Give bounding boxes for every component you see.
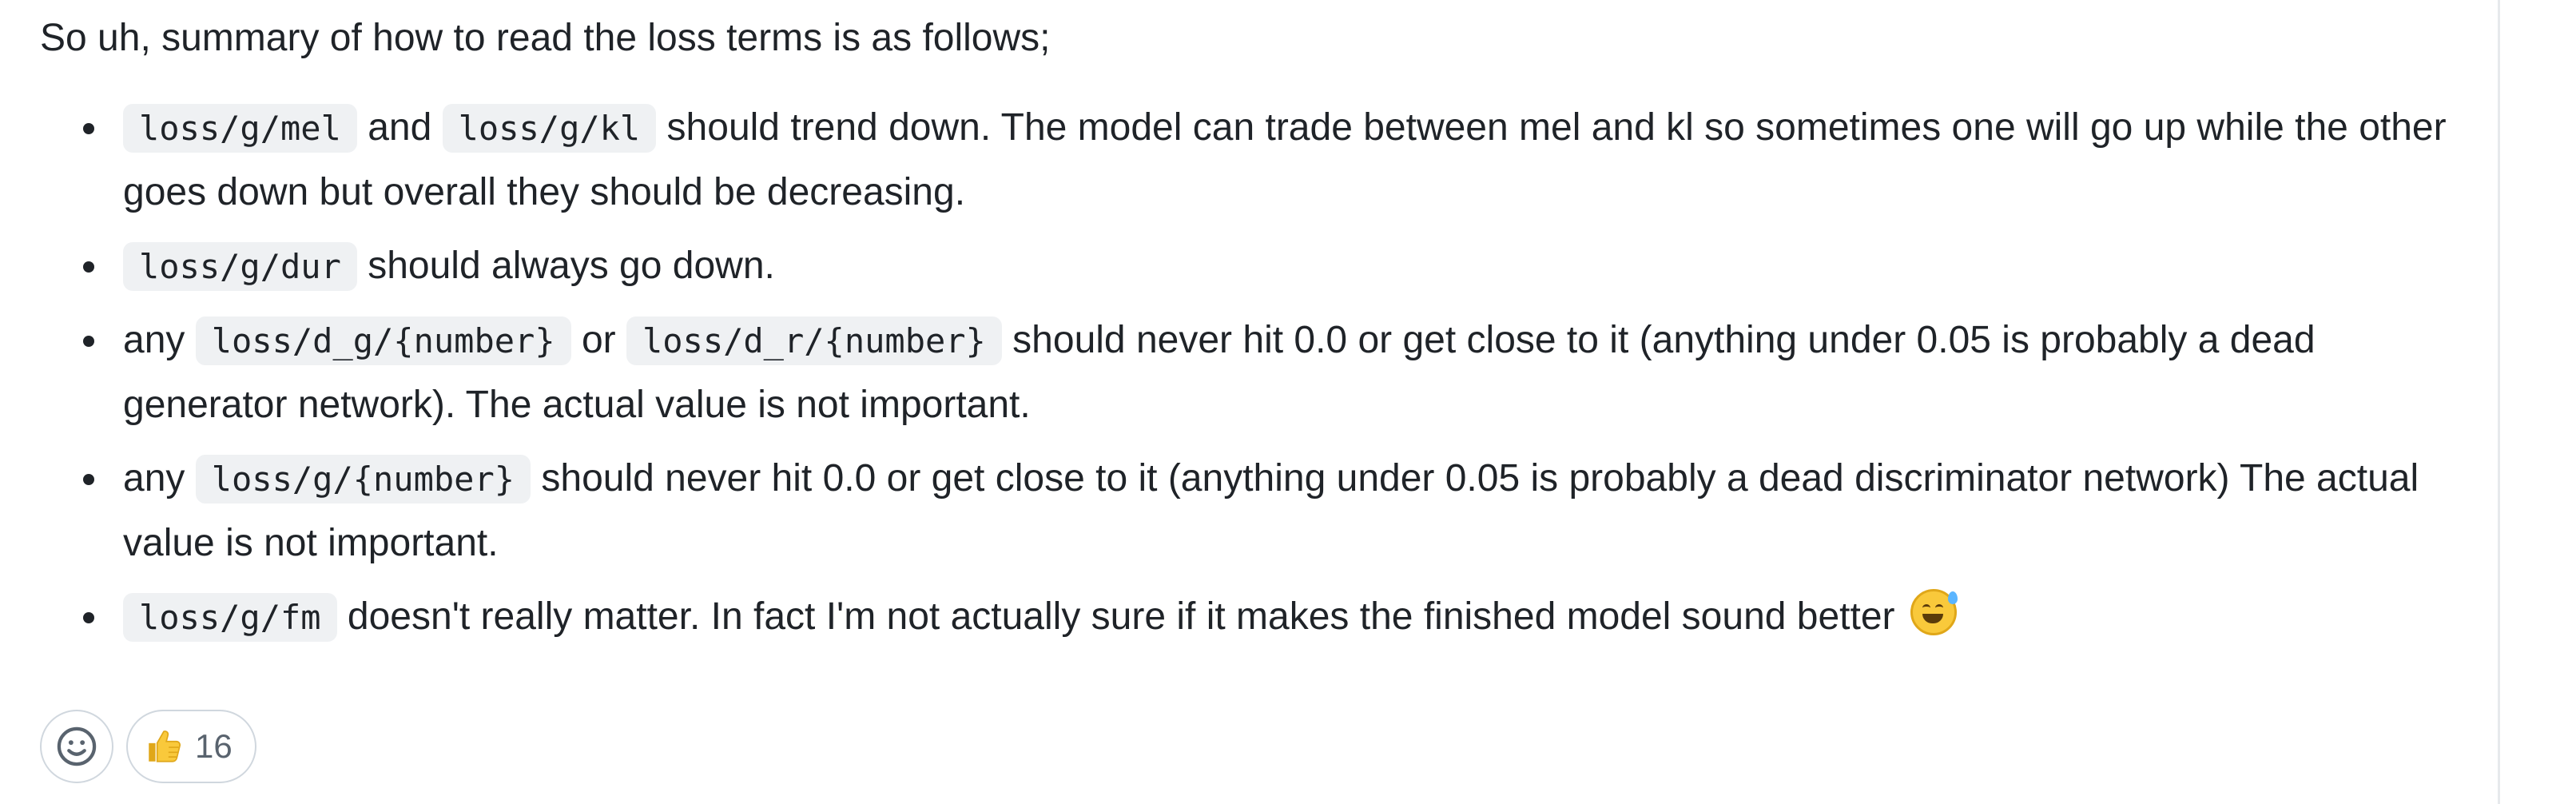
add-reaction-button[interactable] [40,710,113,783]
inline-code: loss/d_r/{number} [626,316,1002,365]
item-text: or [570,319,626,361]
bullet-icon [83,474,94,485]
item-text: should never hit 0.0 or get close to it … [123,457,2419,564]
inline-code: loss/g/kl [442,104,657,153]
bullet-icon [83,336,94,347]
timeline-divider [2498,0,2500,804]
item-text: should never hit 0.0 or get close to it … [123,319,2316,426]
inline-code: loss/g/mel [123,104,357,153]
list-item: loss/g/dur should always go down. [40,234,2469,299]
loss-terms-list: loss/g/mel and loss/g/kl should trend do… [40,96,2469,650]
item-text: doesn't really matter. In fact I'm not a… [336,595,1906,638]
comment-body: So uh, summary of how to read the loss t… [40,0,2469,659]
item-prefix: any [123,457,196,500]
comment-intro: So uh, summary of how to read the loss t… [40,17,1051,59]
smiley-face-icon [57,726,97,766]
thumbs-up-icon [149,730,181,762]
inline-code: loss/d_g/{number} [195,316,571,365]
item-text: should trend down. The model can trade b… [123,106,2447,213]
thumbs-up-reaction-button[interactable]: 16 [126,710,256,783]
inline-code: loss/g/dur [123,242,357,291]
bullet-icon [83,261,94,273]
list-item: loss/g/fm doesn't really matter. In fact… [40,585,2469,650]
item-prefix: any [123,319,196,361]
grinning-face-with-sweat-icon [1910,589,1958,635]
list-item: any loss/d_g/{number} or loss/d_r/{numbe… [40,308,2469,437]
inline-code: loss/g/fm [123,593,337,642]
list-item: any loss/g/{number} should never hit 0.0… [40,447,2469,575]
bullet-icon [83,123,94,134]
bullet-icon [83,612,94,623]
reactions-bar: 16 [40,710,256,783]
item-text: should always go down. [356,245,775,287]
reaction-count: 16 [195,727,233,765]
item-text: and [356,106,443,149]
inline-code: loss/g/{number} [195,455,531,503]
list-item: loss/g/mel and loss/g/kl should trend do… [40,96,2469,225]
